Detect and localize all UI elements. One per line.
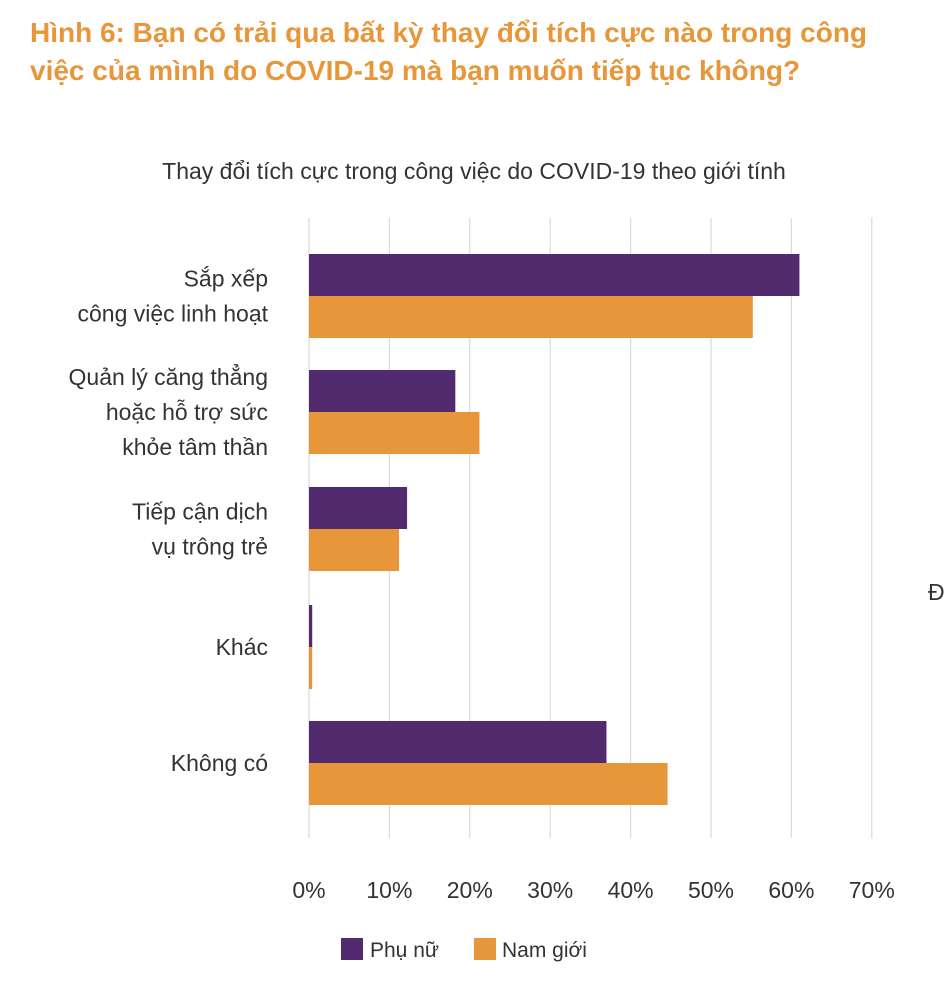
- bar-female: [309, 370, 456, 412]
- x-tick-label: 0%: [292, 877, 325, 903]
- category-label-line: hoặc hỗ trợ sức: [106, 399, 268, 425]
- legend-label: Nam giới: [502, 939, 587, 962]
- x-tick-label: 10%: [366, 877, 412, 903]
- x-tick-labels: 0% 10% 20% 30% 40% 50% 60% 70%: [292, 877, 894, 903]
- category-label-line: Quản lý căng thẳng: [69, 362, 268, 390]
- bar-male: [309, 296, 753, 338]
- legend-swatch: [341, 938, 363, 960]
- x-tick-label: 50%: [688, 877, 734, 903]
- x-tick-label: 60%: [768, 877, 814, 903]
- legend-label: Phụ nữ: [370, 939, 439, 962]
- category-label: Tiếp cận dịch vụ trông trẻ: [132, 499, 268, 560]
- category-label-line: vụ trông trẻ: [152, 534, 268, 560]
- bar-male: [309, 763, 668, 805]
- bar-female: [309, 254, 800, 296]
- category-label-line: Sắp xếp: [184, 266, 268, 292]
- cut-off-text: Đ: [928, 579, 945, 605]
- category-label-line: Tiếp cận dịch: [132, 499, 268, 525]
- bar-female: [309, 605, 313, 647]
- category-label: Sắp xếp công việc linh hoạt: [77, 266, 268, 327]
- x-tick-label: 30%: [527, 877, 573, 903]
- x-tick-label: 70%: [849, 877, 895, 903]
- bar-male: [309, 529, 400, 571]
- category-label-line: khỏe tâm thần: [122, 434, 268, 460]
- bar-female: [309, 487, 408, 529]
- legend: Phụ nữ Nam giới: [341, 938, 587, 962]
- category-label-line: công việc linh hoạt: [77, 301, 268, 327]
- category-label: Quản lý căng thẳng hoặc hỗ trợ sức khỏe tâ…: [69, 362, 268, 460]
- x-tick-label: 20%: [447, 877, 493, 903]
- category-label-line: Khác: [216, 634, 268, 660]
- category-label-line: Không có: [171, 750, 268, 776]
- legend-swatch: [474, 938, 496, 960]
- x-tick-label: 40%: [608, 877, 654, 903]
- bar-male: [309, 412, 480, 454]
- figure-title: Hình 6: Bạn có trải qua bất kỳ thay đổi …: [30, 17, 868, 86]
- chart-title: Thay đổi tích cực trong công việc do COV…: [162, 158, 786, 184]
- category-label: Khác: [216, 634, 268, 660]
- category-labels: Sắp xếp công việc linh hoạt Quản lý căng t…: [69, 266, 269, 777]
- category-label: Không có: [171, 750, 268, 776]
- bars: [309, 254, 800, 805]
- bar-female: [309, 721, 607, 763]
- bar-male: [309, 647, 313, 689]
